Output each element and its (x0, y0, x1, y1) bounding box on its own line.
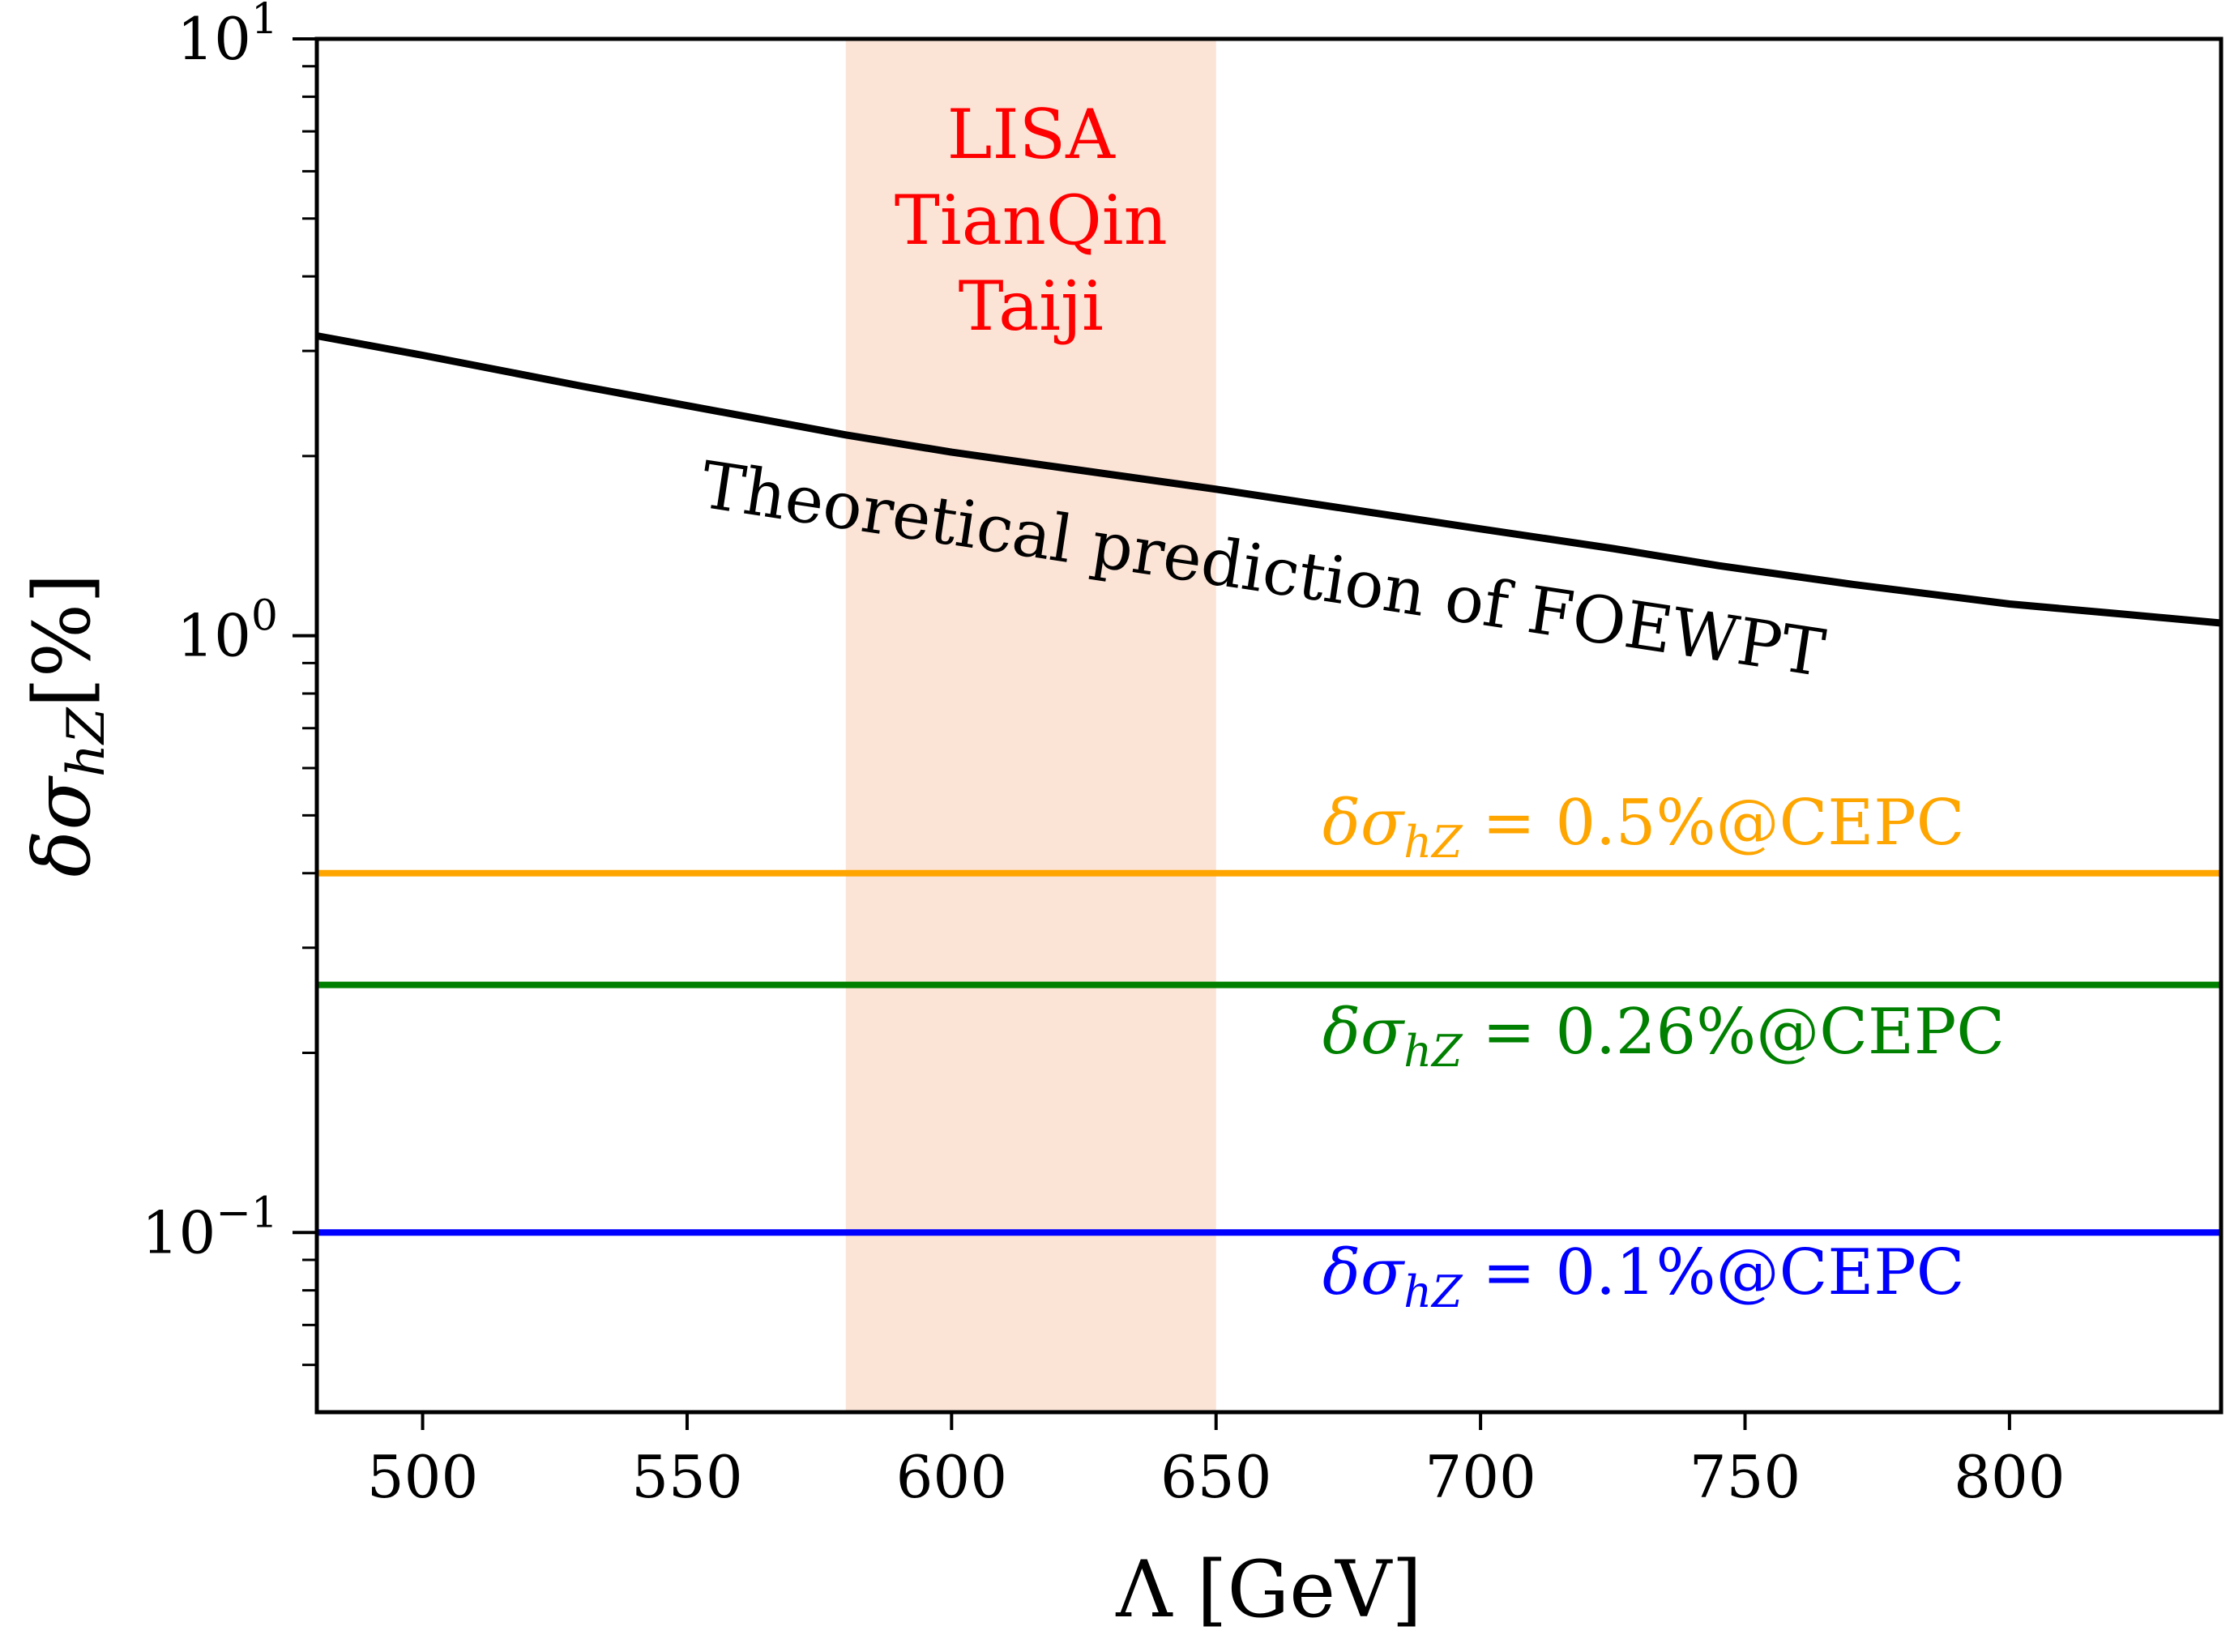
hline-label-green: δσhZ = 0.26%@CEPC (1322, 996, 2005, 1077)
band-label-lisa: LISA (947, 95, 1117, 174)
y-tick-label-exp: −1 (216, 1189, 278, 1237)
hline-label-sub: hZ (1403, 817, 1463, 868)
hline-label-rest: = 0.5%@CEPC (1463, 787, 1965, 860)
x-tick-label: 750 (1690, 1443, 1801, 1511)
y-tick-label: 101 (177, 0, 278, 73)
x-tick-label: 500 (367, 1443, 478, 1511)
y-axis-label-main: δσ (17, 775, 108, 877)
hline-label-main: δσ (1322, 787, 1405, 860)
y-axis-label-unit: [%] (17, 573, 108, 707)
theory-curve (316, 332, 2222, 627)
x-tick-label: 550 (631, 1443, 742, 1511)
axes-frame (314, 36, 2224, 1415)
y-axis-label-sub: hZ (57, 706, 117, 777)
y-tick-label-base: 10 (177, 602, 251, 670)
y-tick-label: 10−1 (142, 1189, 278, 1266)
x-tick-label: 600 (896, 1443, 1007, 1511)
band-label-tianqin: TianQin (895, 181, 1168, 260)
hline-label-blue: δσhZ = 0.1%@CEPC (1322, 1236, 1964, 1317)
hline-label-rest: = 0.1%@CEPC (1463, 1236, 1965, 1309)
y-tick-label-exp: 1 (251, 0, 278, 44)
y-tick-label: 100 (177, 592, 278, 670)
hline-label-main: δσ (1322, 1236, 1405, 1309)
shaded-band-rect (845, 39, 1216, 1412)
x-tick-label: 800 (1954, 1443, 2065, 1511)
y-tick-label-exp: 0 (251, 592, 278, 641)
shaded-band-layer (845, 39, 1216, 1412)
hline-label-orange: δσhZ = 0.5%@CEPC (1322, 787, 1964, 868)
hline-label-sub: hZ (1403, 1026, 1463, 1077)
hline-label-main: δσ (1322, 996, 1405, 1069)
x-tick-label: 700 (1425, 1443, 1536, 1511)
band-label-taiji: Taiji (959, 267, 1104, 346)
y-axis-label: δσhZ[%] (17, 573, 117, 877)
series-layer (316, 332, 2222, 1236)
svg-text:δσhZ[%]: δσhZ[%] (17, 573, 117, 877)
x-tick-label: 650 (1160, 1443, 1271, 1511)
plot-frame (314, 36, 2224, 1415)
hline-label-rest: = 0.26%@CEPC (1463, 996, 2006, 1069)
hline-label-sub: hZ (1403, 1266, 1463, 1317)
y-tick-label-base: 10 (142, 1198, 216, 1266)
y-tick-label-base: 10 (177, 5, 251, 73)
x-axis-label: Λ [GeV] (1115, 1544, 1422, 1635)
